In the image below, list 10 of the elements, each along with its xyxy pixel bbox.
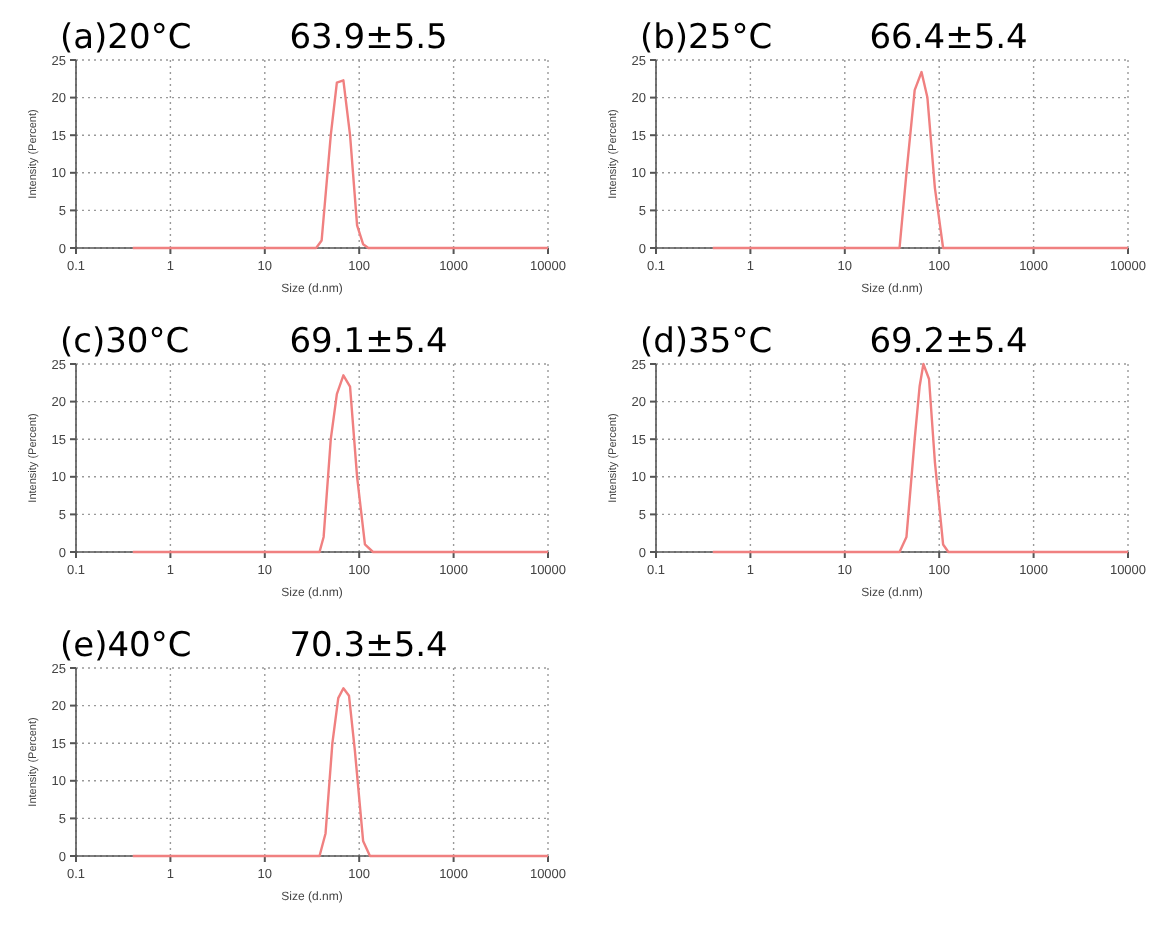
chart-title: (d)35°C <box>640 322 773 362</box>
chart-subtitle: 69.2±5.4 <box>869 322 1028 362</box>
chart-title: (e)40°C <box>60 626 192 666</box>
chart-subtitle: 63.9±5.5 <box>289 18 448 58</box>
chart-title: (b)25°C <box>640 18 773 58</box>
chart-title: (c)30°C <box>60 322 190 362</box>
chart-subtitle: 69.1±5.4 <box>289 322 448 362</box>
chart-subtitle: 66.4±5.4 <box>869 18 1028 58</box>
chart-subtitle: 70.3±5.4 <box>289 626 448 666</box>
chart-title: (a)20°C <box>60 18 192 58</box>
